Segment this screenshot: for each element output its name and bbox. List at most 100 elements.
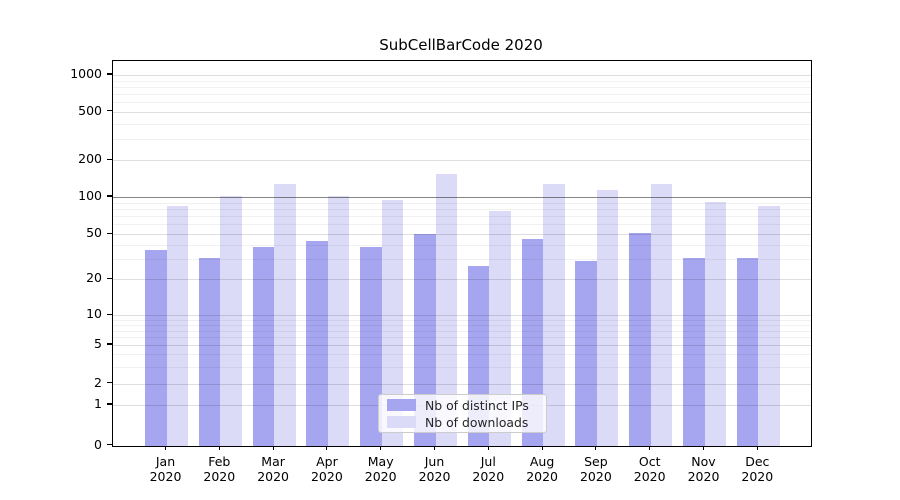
major-gridline	[113, 75, 811, 76]
x-axis-tick	[756, 446, 758, 450]
legend-item-downloads: Nb of downloads	[387, 414, 546, 430]
x-axis-tick-label: Oct 2020	[622, 454, 678, 484]
x-label-month: May	[367, 454, 394, 469]
x-label-month: Feb	[208, 454, 231, 469]
bar-downloads-feb	[220, 195, 242, 446]
x-axis-tick	[218, 446, 220, 450]
x-axis-tick-label: Feb 2020	[191, 454, 247, 484]
x-label-month: Jan	[155, 454, 176, 469]
x-axis-tick	[487, 446, 489, 450]
bar-distinct-ips-oct	[629, 233, 651, 446]
x-label-year: 2020	[687, 469, 720, 484]
x-axis-tick	[164, 446, 167, 450]
x-axis-tick	[702, 446, 705, 450]
x-label-year: 2020	[257, 469, 289, 484]
x-label-year: 2020	[310, 469, 343, 484]
legend-swatch-downloads	[387, 416, 416, 428]
y-axis-tick	[107, 73, 112, 75]
bar-downloads-nov	[704, 201, 726, 446]
x-label-month: Jul	[480, 454, 496, 469]
y-axis-tick	[107, 277, 112, 279]
x-axis-tick-label: Nov 2020	[676, 454, 732, 484]
bar-distinct-ips-jun	[414, 234, 436, 446]
x-label-year: 2020	[741, 469, 774, 484]
legend-label-downloads: Nb of downloads	[425, 414, 529, 430]
y-axis-tick-label: 500	[78, 102, 102, 118]
bar-downloads-oct	[650, 184, 673, 446]
bar-distinct-ips-sep	[575, 261, 597, 446]
x-axis-tick	[326, 446, 328, 450]
x-label-year: 2020	[418, 469, 451, 484]
x-label-year: 2020	[364, 469, 397, 484]
bar-distinct-ips-apr	[306, 240, 328, 446]
chart-title: SubCellBarCode 2020	[379, 36, 543, 54]
y-axis-tick-label: 0	[94, 436, 102, 452]
x-label-year: 2020	[526, 469, 558, 484]
plot-area	[112, 60, 812, 447]
x-axis-tick	[595, 446, 597, 450]
x-label-year: 2020	[579, 469, 612, 484]
y-axis-tick-label: 200	[78, 151, 102, 167]
x-label-year: 2020	[633, 469, 666, 484]
x-axis-tick-label: Sep 2020	[568, 454, 624, 484]
x-axis-tick-label: Aug 2020	[514, 454, 570, 484]
x-axis-tick-label: Dec 2020	[729, 454, 785, 484]
bar-downloads-dec	[758, 205, 780, 446]
minor-gridline	[113, 93, 811, 95]
x-label-year: 2020	[149, 469, 182, 484]
bar-distinct-ips-dec	[736, 257, 759, 446]
bar-downloads-mar	[274, 183, 296, 446]
legend-label-distinct-ips: Nb of distinct IPs	[425, 397, 529, 413]
legend: Nb of distinct IPs Nb of downloads	[378, 394, 547, 433]
y-axis-tick	[107, 110, 112, 112]
x-label-year: 2020	[472, 469, 505, 484]
minor-gridline	[113, 102, 811, 104]
y-axis-tick-label: 1	[94, 396, 102, 411]
x-axis-tick	[380, 446, 382, 450]
legend-swatch-distinct-ips	[387, 399, 416, 411]
bar-downloads-aug	[543, 183, 565, 446]
y-axis-tick-label: 10	[86, 306, 102, 322]
minor-gridline	[113, 80, 811, 82]
bar-distinct-ips-nov	[683, 257, 705, 446]
y-axis-tick	[107, 195, 112, 197]
x-label-year: 2020	[203, 469, 236, 484]
x-axis-tick	[649, 446, 651, 450]
x-axis-tick-label: Apr 2020	[299, 454, 355, 484]
x-axis-tick-label: May 2020	[353, 454, 409, 484]
bar-distinct-ips-jan	[145, 250, 167, 446]
bar-distinct-ips-aug	[521, 239, 544, 446]
x-axis-tick	[433, 446, 436, 450]
y-axis-tick-label: 100	[78, 188, 102, 203]
legend-item-distinct-ips: Nb of distinct IPs	[387, 397, 546, 413]
x-label-month: Aug	[529, 454, 555, 469]
bar-downloads-sep	[596, 190, 619, 446]
y-axis-tick	[107, 443, 112, 446]
bar-distinct-ips-feb	[198, 257, 221, 446]
x-label-month: Dec	[745, 454, 770, 469]
y-axis-tick	[107, 403, 112, 405]
y-axis-tick	[107, 158, 112, 160]
x-axis-tick	[272, 446, 274, 450]
x-label-month: Nov	[691, 454, 716, 469]
major-gridline	[113, 160, 811, 162]
y-axis-tick-label: 50	[86, 225, 102, 241]
x-label-month: Jun	[424, 454, 445, 469]
y-axis-tick	[107, 343, 112, 345]
x-axis-tick	[541, 446, 543, 450]
x-label-month: Mar	[261, 454, 285, 469]
bar-distinct-ips-mar	[252, 246, 275, 446]
x-label-month: Apr	[316, 454, 338, 469]
y-axis-tick	[107, 232, 112, 234]
bar-downloads-jan	[166, 205, 188, 446]
y-axis-tick-label: 1000	[70, 66, 102, 81]
x-axis-tick-label: Jun 2020	[407, 454, 463, 484]
x-axis-tick-label: Jan 2020	[138, 454, 194, 484]
x-axis-tick-label: Jul 2020	[460, 454, 516, 484]
reference-line-100	[113, 197, 811, 199]
x-axis-tick-label: Mar 2020	[245, 454, 301, 484]
y-axis-tick-label: 2	[94, 374, 102, 390]
x-label-month: Oct	[638, 454, 661, 469]
x-label-month: Sep	[584, 454, 608, 469]
